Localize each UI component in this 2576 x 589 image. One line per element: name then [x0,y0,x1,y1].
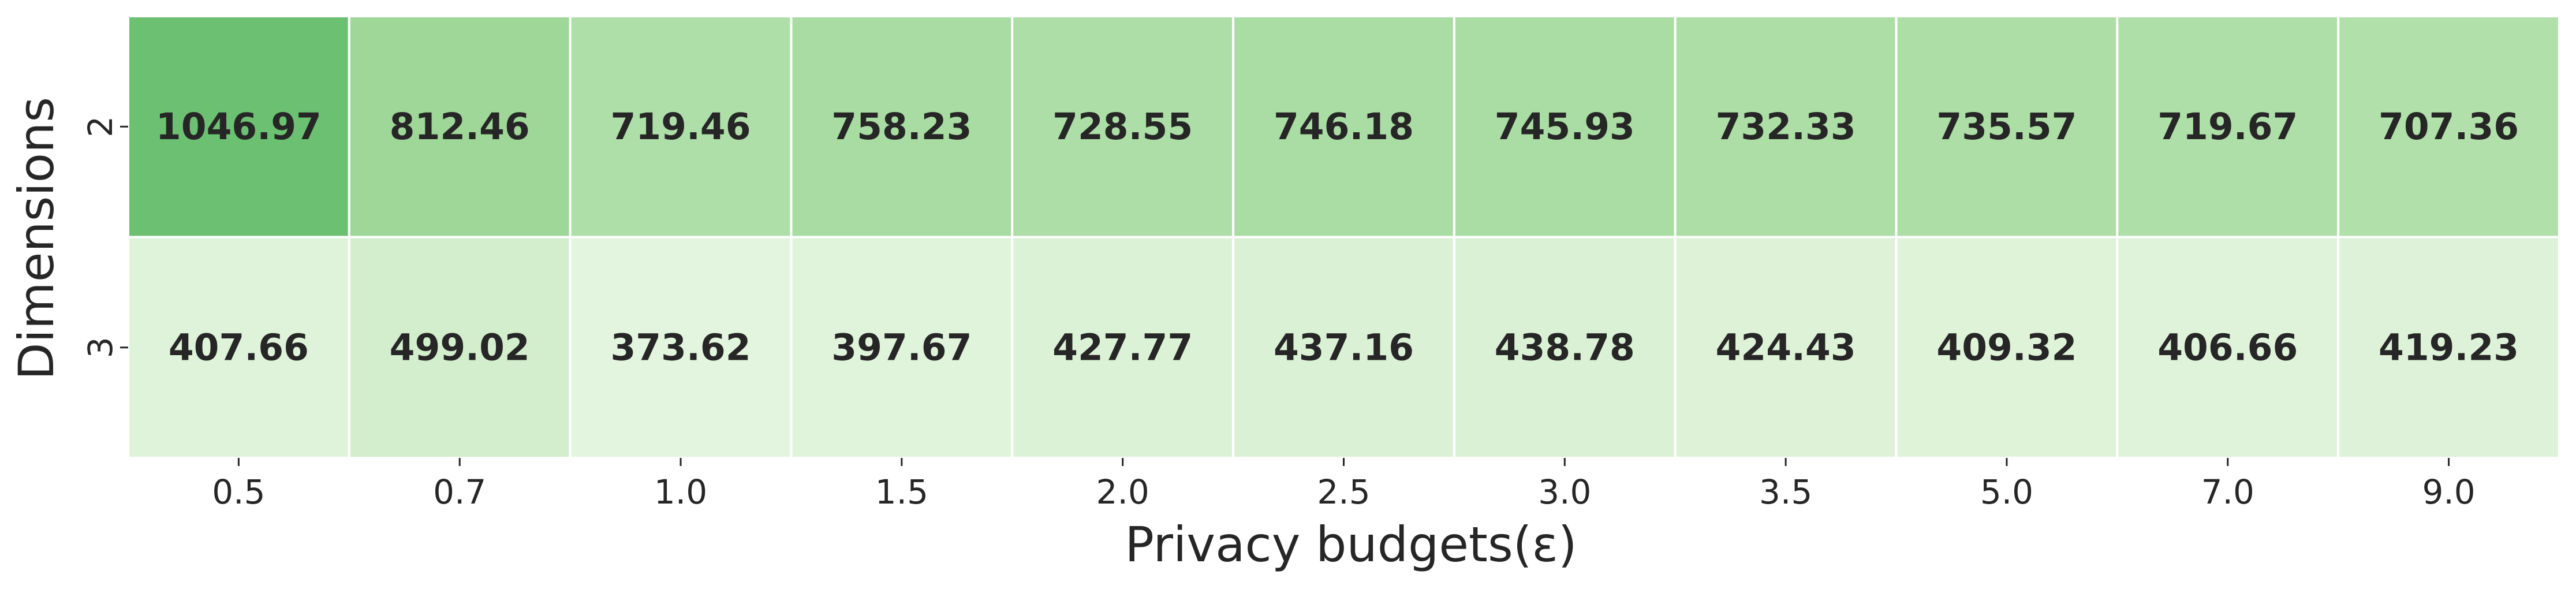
heatmap-cell [2337,15,2561,238]
x-tick-label: 5.0 [1980,472,2033,512]
x-tick-label: 0.7 [433,472,486,512]
heatmap-cell-value: 735.57 [1936,106,2077,148]
heatmap-cell [790,15,1014,238]
heatmap-cell [1232,236,1455,459]
heatmap-cell-value: 1046.97 [156,106,322,148]
heatmap-cell-value: 409.32 [1936,326,2077,368]
y-axis-ticks: 23 [81,116,128,358]
heatmap-cell-value: 427.77 [1052,326,1193,368]
y-tick-label: 2 [81,116,120,137]
heatmap-cell [2116,236,2340,459]
x-tick-label: 7.0 [2201,472,2254,512]
heatmap-cell-value: 728.55 [1052,106,1193,148]
heatmap-cell-value: 438.78 [1495,326,1635,368]
x-tick-label: 1.0 [654,472,707,512]
heatmap-cell-value: 719.67 [2157,106,2298,148]
heatmap-cell-value: 373.62 [610,326,751,368]
heatmap-cell [569,15,793,238]
x-tick-label: 2.0 [1096,472,1149,512]
heatmap-cell [1674,15,1898,238]
heatmap-cell-value: 707.36 [2379,106,2519,148]
y-axis-label: Dimensions [8,97,65,380]
x-tick-label: 2.5 [1317,472,1370,512]
heatmap-cell-value: 437.16 [1274,326,1414,368]
x-tick-label: 0.5 [212,472,265,512]
x-tick-label: 3.5 [1759,472,1812,512]
heatmap-cell [1895,236,2119,459]
heatmap-cell [1453,236,1677,459]
y-tick-label: 3 [81,337,120,358]
x-tick-label: 9.0 [2422,472,2475,512]
heatmap-cell-value: 745.93 [1495,106,1635,148]
x-tick-label: 3.0 [1538,472,1591,512]
heatmap-cell [348,15,572,238]
heatmap-cell-value: 719.46 [610,106,751,148]
heatmap-cell-labels: 1046.97 812.46 719.46 758.23 728.55 746.18 745… [156,106,2519,369]
heatmap-cell [2337,236,2561,459]
heatmap-cell [127,15,350,238]
heatmap-cell [569,236,793,459]
x-axis-ticks: 0.5 0.7 1.0 1.5 2.0 2.5 3.0 3.5 5.0 7.0 9.0 [212,458,2476,512]
heatmap-cell-value: 424.43 [1716,326,1856,368]
heatmap-cell [127,236,350,459]
x-axis-label: Privacy budgets(ε) [1125,516,1577,573]
heatmap-cell [790,236,1014,459]
heatmap-cell-value: 397.67 [831,326,972,368]
heatmap-cell [1674,236,1898,459]
heatmap-cell [1232,15,1455,238]
heatmap-cell-value: 499.02 [390,326,530,368]
heatmap-cell [2116,15,2340,238]
x-tick-label: 1.5 [875,472,928,512]
heatmap-cell-value: 812.46 [390,106,530,148]
heatmap-cell-value: 732.33 [1716,106,1856,148]
heatmap-cell-value: 407.66 [169,326,309,368]
heatmap-cell [1011,15,1235,238]
heatmap-cell-value: 406.66 [2157,326,2298,368]
heatmap-cells [127,15,2561,459]
heatmap-cell [348,236,572,459]
heatmap-cell-value: 419.23 [2379,326,2519,368]
heatmap-cell [1011,236,1235,459]
heatmap-cell-value: 758.23 [831,106,972,148]
heatmap-cell-value: 746.18 [1274,106,1414,148]
